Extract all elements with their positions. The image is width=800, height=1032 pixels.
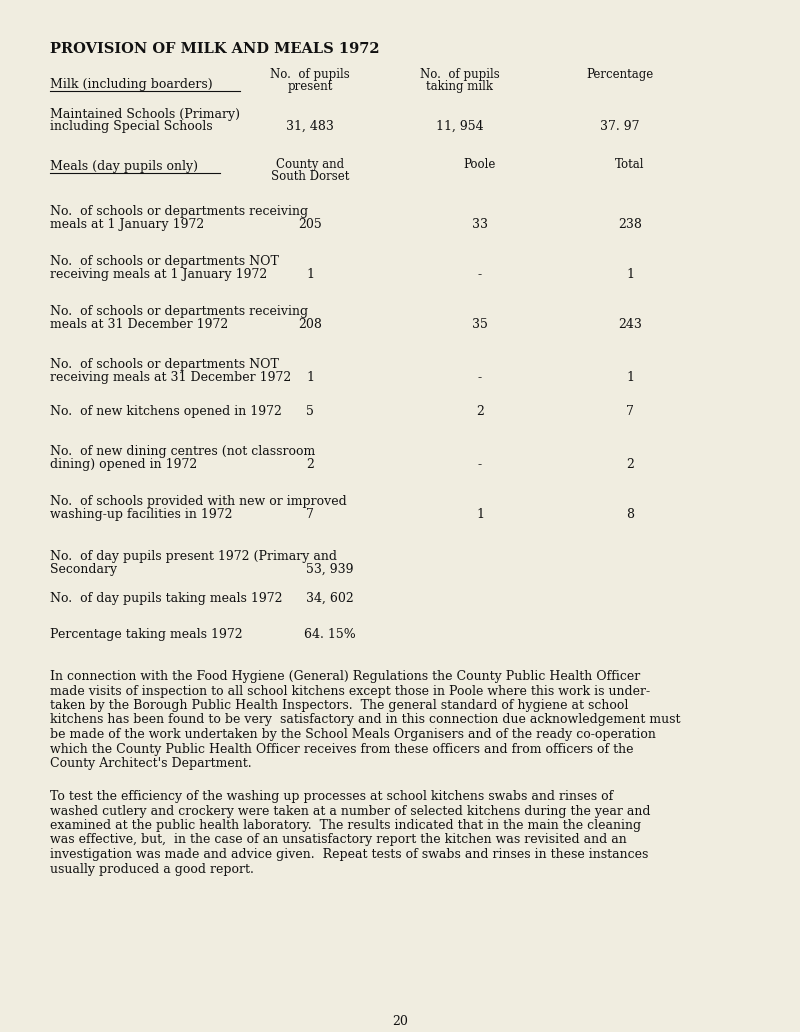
Text: Percentage: Percentage bbox=[586, 68, 654, 80]
Text: 238: 238 bbox=[618, 218, 642, 231]
Text: dining) opened in 1972: dining) opened in 1972 bbox=[50, 458, 198, 471]
Text: Secondary: Secondary bbox=[50, 563, 117, 576]
Text: No.  of day pupils present 1972 (Primary and: No. of day pupils present 1972 (Primary … bbox=[50, 550, 337, 563]
Text: 7: 7 bbox=[626, 405, 634, 418]
Text: PROVISION OF MILK AND MEALS 1972: PROVISION OF MILK AND MEALS 1972 bbox=[50, 42, 380, 56]
Text: meals at 1 January 1972: meals at 1 January 1972 bbox=[50, 218, 204, 231]
Text: 35: 35 bbox=[472, 318, 488, 331]
Text: No.  of pupils: No. of pupils bbox=[270, 68, 350, 80]
Text: 1: 1 bbox=[476, 508, 484, 521]
Text: 2: 2 bbox=[476, 405, 484, 418]
Text: made visits of inspection to all school kitchens except those in Poole where thi: made visits of inspection to all school … bbox=[50, 684, 650, 698]
Text: 53, 939: 53, 939 bbox=[306, 563, 354, 576]
Text: taking milk: taking milk bbox=[426, 80, 494, 93]
Text: South Dorset: South Dorset bbox=[271, 170, 349, 183]
Text: No.  of schools or departments receiving: No. of schools or departments receiving bbox=[50, 205, 308, 218]
Text: 208: 208 bbox=[298, 318, 322, 331]
Text: -: - bbox=[478, 458, 482, 471]
Text: meals at 31 December 1972: meals at 31 December 1972 bbox=[50, 318, 228, 331]
Text: 1: 1 bbox=[306, 370, 314, 384]
Text: usually produced a good report.: usually produced a good report. bbox=[50, 863, 254, 875]
Text: To test the efficiency of the washing up processes at school kitchens swabs and : To test the efficiency of the washing up… bbox=[50, 791, 614, 803]
Text: -: - bbox=[478, 370, 482, 384]
Text: 34, 602: 34, 602 bbox=[306, 592, 354, 605]
Text: 8: 8 bbox=[626, 508, 634, 521]
Text: -: - bbox=[478, 268, 482, 281]
Text: Milk (including boarders): Milk (including boarders) bbox=[50, 78, 213, 91]
Text: No.  of schools or departments receiving: No. of schools or departments receiving bbox=[50, 305, 308, 318]
Text: was effective, but,  in the case of an unsatisfactory report the kitchen was rev: was effective, but, in the case of an un… bbox=[50, 834, 626, 846]
Text: receiving meals at 1 January 1972: receiving meals at 1 January 1972 bbox=[50, 268, 267, 281]
Text: 243: 243 bbox=[618, 318, 642, 331]
Text: 1: 1 bbox=[306, 268, 314, 281]
Text: investigation was made and advice given.  Repeat tests of swabs and rinses in th: investigation was made and advice given.… bbox=[50, 848, 648, 861]
Text: Maintained Schools (Primary): Maintained Schools (Primary) bbox=[50, 108, 240, 121]
Text: No.  of schools or departments NOT: No. of schools or departments NOT bbox=[50, 255, 279, 268]
Text: taken by the Borough Public Health Inspectors.  The general standard of hygiene : taken by the Borough Public Health Inspe… bbox=[50, 699, 628, 712]
Text: kitchens has been found to be very  satisfactory and in this connection due ackn: kitchens has been found to be very satis… bbox=[50, 713, 681, 727]
Text: 1: 1 bbox=[626, 268, 634, 281]
Text: 31, 483: 31, 483 bbox=[286, 120, 334, 133]
Text: No.  of schools provided with new or improved: No. of schools provided with new or impr… bbox=[50, 495, 346, 508]
Text: County Architect's Department.: County Architect's Department. bbox=[50, 757, 252, 770]
Text: County and: County and bbox=[276, 158, 344, 171]
Text: washing-up facilities in 1972: washing-up facilities in 1972 bbox=[50, 508, 233, 521]
Text: Meals (day pupils only): Meals (day pupils only) bbox=[50, 160, 198, 173]
Text: 2: 2 bbox=[626, 458, 634, 471]
Text: 11, 954: 11, 954 bbox=[436, 120, 484, 133]
Text: be made of the work undertaken by the School Meals Organisers and of the ready c: be made of the work undertaken by the Sc… bbox=[50, 728, 656, 741]
Text: No.  of schools or departments NOT: No. of schools or departments NOT bbox=[50, 358, 279, 370]
Text: 2: 2 bbox=[306, 458, 314, 471]
Text: 33: 33 bbox=[472, 218, 488, 231]
Text: receiving meals at 31 December 1972: receiving meals at 31 December 1972 bbox=[50, 370, 291, 384]
Text: In connection with the Food Hygiene (General) Regulations the County Public Heal: In connection with the Food Hygiene (Gen… bbox=[50, 670, 640, 683]
Text: Total: Total bbox=[615, 158, 645, 171]
Text: 64. 15%: 64. 15% bbox=[304, 628, 356, 641]
Text: present: present bbox=[287, 80, 333, 93]
Text: No.  of new dining centres (not classroom: No. of new dining centres (not classroom bbox=[50, 445, 315, 458]
Text: 1: 1 bbox=[626, 370, 634, 384]
Text: examined at the public health laboratory.  The results indicated that in the mai: examined at the public health laboratory… bbox=[50, 819, 641, 832]
Text: 20: 20 bbox=[392, 1015, 408, 1028]
Text: 7: 7 bbox=[306, 508, 314, 521]
Text: washed cutlery and crockery were taken at a number of selected kitchens during t: washed cutlery and crockery were taken a… bbox=[50, 805, 650, 817]
Text: Percentage taking meals 1972: Percentage taking meals 1972 bbox=[50, 628, 242, 641]
Text: No.  of new kitchens opened in 1972: No. of new kitchens opened in 1972 bbox=[50, 405, 282, 418]
Text: No.  of day pupils taking meals 1972: No. of day pupils taking meals 1972 bbox=[50, 592, 282, 605]
Text: 205: 205 bbox=[298, 218, 322, 231]
Text: 37. 97: 37. 97 bbox=[600, 120, 640, 133]
Text: 5: 5 bbox=[306, 405, 314, 418]
Text: including Special Schools: including Special Schools bbox=[50, 120, 213, 133]
Text: No.  of pupils: No. of pupils bbox=[420, 68, 500, 80]
Text: Poole: Poole bbox=[464, 158, 496, 171]
Text: which the County Public Health Officer receives from these officers and from off: which the County Public Health Officer r… bbox=[50, 742, 634, 755]
